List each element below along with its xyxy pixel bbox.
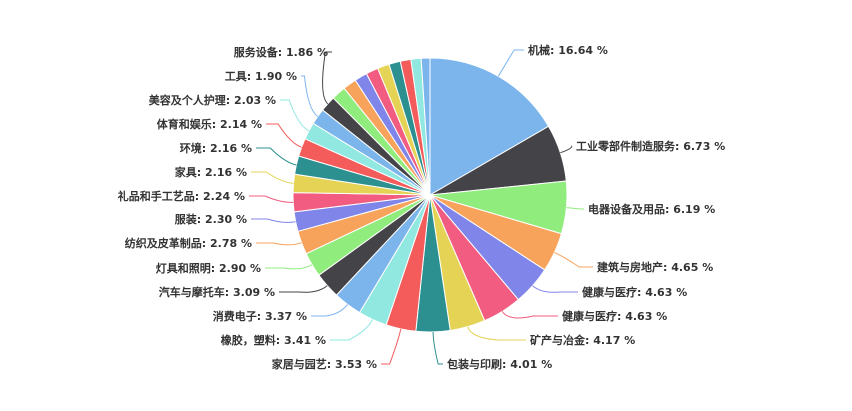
pie-slice[interactable] bbox=[429, 57, 550, 196]
label-connector bbox=[266, 123, 302, 148]
label-connector bbox=[322, 51, 332, 105]
label-connector bbox=[381, 328, 402, 365]
label-connector bbox=[330, 319, 374, 341]
slice-label: 服装: 2.30 % bbox=[175, 212, 247, 226]
label-connector bbox=[279, 285, 328, 293]
label-connector bbox=[560, 145, 573, 154]
label-connector bbox=[251, 218, 296, 223]
slice-label: 工业零部件制造服务: 6.73 % bbox=[576, 139, 725, 153]
pie-slice[interactable] bbox=[420, 57, 431, 196]
label-connector bbox=[501, 311, 558, 319]
slice-label: 电器设备及用品: 6.19 % bbox=[588, 202, 715, 216]
label-connector bbox=[311, 304, 348, 317]
slice-label: 建筑与房地产: 4.65 % bbox=[597, 260, 713, 274]
slice-label: 机械: 16.64 % bbox=[528, 43, 608, 57]
label-connector bbox=[249, 195, 294, 203]
slice-label: 汽车与摩托车: 3.09 % bbox=[159, 285, 275, 299]
slice-label: 美容及个人护理: 2.03 % bbox=[149, 93, 276, 107]
label-connector bbox=[256, 242, 302, 246]
label-connector bbox=[497, 49, 524, 77]
slice-label: 家具: 2.16 % bbox=[175, 165, 247, 179]
label-connector bbox=[566, 207, 584, 210]
slice-label: 家居与园艺: 3.53 % bbox=[272, 357, 377, 371]
slice-label: 消费电子: 3.37 % bbox=[213, 309, 307, 323]
label-connector bbox=[432, 331, 443, 365]
label-connector bbox=[532, 285, 578, 293]
slice-label: 服务设备: 1.86 % bbox=[234, 45, 328, 59]
slice-label: 包装与印刷: 4.01 % bbox=[446, 357, 552, 371]
label-connector bbox=[280, 99, 310, 132]
slice-label: 灯具和照明: 2.90 % bbox=[156, 261, 261, 275]
label-connectors bbox=[249, 49, 593, 365]
pie-slices bbox=[292, 57, 568, 333]
slice-label: 体育和娱乐: 2.14 % bbox=[157, 117, 262, 131]
label-connector bbox=[256, 147, 297, 166]
slice-label: 矿产与冶金: 4.17 % bbox=[530, 333, 635, 347]
label-connector bbox=[554, 251, 593, 268]
slice-label: 健康与医疗: 4.63 % bbox=[562, 309, 667, 323]
label-connector bbox=[301, 75, 319, 117]
label-connector bbox=[265, 264, 313, 270]
label-connector bbox=[251, 171, 294, 184]
slice-label: 纺织及皮革制品: 2.78 % bbox=[125, 236, 252, 250]
slice-label: 橡胶，塑料: 3.41 % bbox=[221, 333, 326, 347]
slice-label: 礼品和手工艺品: 2.24 % bbox=[118, 189, 245, 203]
slice-label: 环境: 2.16 % bbox=[180, 141, 252, 155]
slice-label: 健康与医疗: 4.63 % bbox=[582, 285, 687, 299]
slice-label: 工具: 1.90 % bbox=[225, 70, 297, 83]
label-connector bbox=[467, 326, 526, 341]
slice-labels: 机械: 16.64 % 工业零部件制造服务: 6.73 % 电器设备及用品: 6.1… bbox=[118, 43, 725, 371]
